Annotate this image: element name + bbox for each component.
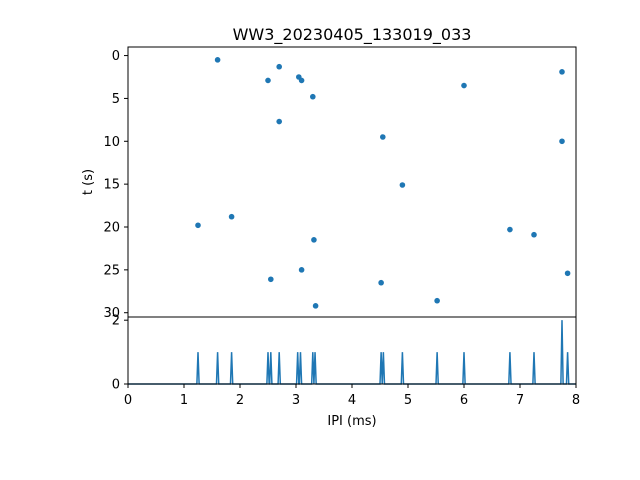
chart-title: WW3_20230405_133019_033 xyxy=(233,25,472,45)
histogram-x-tick-label: 4 xyxy=(348,393,356,408)
histogram-x-tick-label: 8 xyxy=(572,393,580,408)
histogram-x-axis-label: IPI (ms) xyxy=(327,414,376,429)
scatter-point xyxy=(399,182,406,188)
scatter-point xyxy=(564,270,571,277)
scatter-point xyxy=(312,303,319,309)
scatter-point xyxy=(559,138,565,145)
histogram-y-tick-label: 2 xyxy=(112,314,120,329)
scatter-point xyxy=(311,237,317,243)
scatter-y-ticks: 0 5 10 15 20 25 30 xyxy=(103,49,128,321)
scatter-y-tick-label: 25 xyxy=(103,263,120,278)
histogram-x-tick-label: 0 xyxy=(124,393,132,408)
scatter-y-tick-label: 15 xyxy=(103,178,120,193)
histogram-x-tick-label: 1 xyxy=(180,393,188,408)
scatter-point xyxy=(265,77,271,84)
scatter-point xyxy=(559,69,565,75)
scatter-point xyxy=(461,82,467,89)
scatter-point xyxy=(507,226,513,233)
scatter-point xyxy=(214,57,221,63)
scatter-y-axis-label: t (s) xyxy=(81,169,96,195)
histogram-x-tick-label: 7 xyxy=(516,393,524,408)
scatter-point xyxy=(276,118,283,125)
histogram-y-tick-label: 0 xyxy=(112,378,120,393)
histogram-x-tick-label: 3 xyxy=(292,393,300,408)
histogram-x-tick-label: 5 xyxy=(404,393,412,408)
scatter-point xyxy=(228,213,235,220)
scatter-point xyxy=(298,267,305,273)
scatter-y-tick-label: 0 xyxy=(112,49,120,64)
scatter-point xyxy=(434,297,440,304)
scatter-points xyxy=(195,57,571,309)
histogram-x-ticks: 0 1 2 3 4 5 6 7 8 xyxy=(124,384,580,408)
scatter-point xyxy=(298,77,305,84)
scatter-y-tick-label: 5 xyxy=(112,92,120,107)
histogram-x-tick-label: 2 xyxy=(236,393,244,408)
scatter-point xyxy=(268,276,274,283)
scatter-y-tick-label: 20 xyxy=(103,221,120,236)
histogram-axes-frame xyxy=(127,316,577,385)
scatter-point xyxy=(380,134,386,140)
scatter-point xyxy=(531,231,537,238)
scatter-point xyxy=(276,63,283,70)
scatter-y-tick-label: 30 xyxy=(103,306,120,321)
scatter-y-tick-label: 10 xyxy=(103,135,120,150)
histogram-y-ticks: 02 xyxy=(112,314,128,393)
scatter-point xyxy=(195,222,201,229)
histogram-x-tick-label: 6 xyxy=(460,393,468,408)
scatter-point xyxy=(310,93,316,100)
scatter-point xyxy=(378,279,384,286)
